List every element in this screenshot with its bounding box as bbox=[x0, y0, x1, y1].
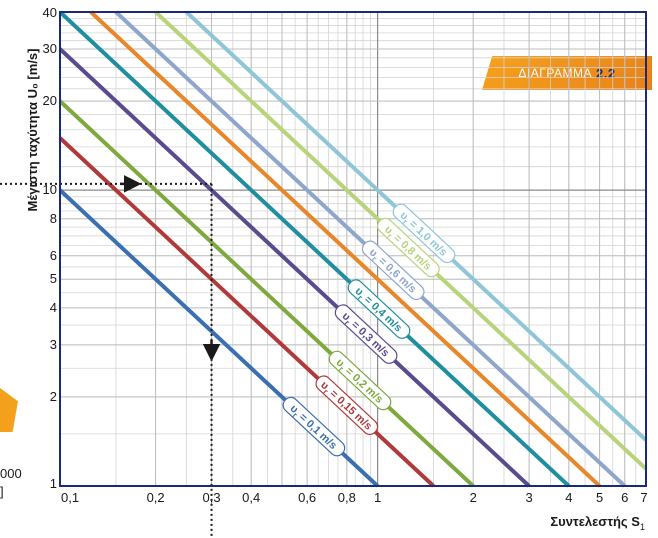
series-label-sub: r bbox=[385, 232, 393, 241]
series-label-pill bbox=[361, 240, 425, 301]
x-tick-label: 0,6 bbox=[298, 490, 316, 505]
y-tick-label: 4 bbox=[50, 300, 57, 315]
left-fragment-1: 000 bbox=[0, 466, 22, 481]
series-label-pill bbox=[328, 350, 392, 411]
series-line-5 bbox=[89, 10, 601, 488]
y-tick-label: 5 bbox=[50, 271, 57, 286]
annotation-layer bbox=[0, 175, 221, 538]
series-label-value: = 0,1 m/s bbox=[294, 409, 339, 452]
y-tick-label: 2 bbox=[50, 389, 57, 404]
series-label-sub: r bbox=[337, 365, 345, 374]
series-label-pill bbox=[315, 375, 379, 435]
series-label-sub: r bbox=[401, 218, 409, 227]
series-label-pill bbox=[377, 217, 440, 278]
x-tick-label: 1 bbox=[374, 490, 381, 505]
x-tick-label: 0,3 bbox=[202, 490, 220, 505]
series-label-sub: r bbox=[370, 254, 378, 263]
y-axis-title: Μέγιστη ταχύτητα U₀ [m/s] bbox=[25, 49, 40, 212]
series-label-pill bbox=[392, 203, 456, 264]
series-label-sub: r bbox=[356, 293, 364, 302]
y-tick-label: 8 bbox=[50, 211, 57, 226]
series-line-3 bbox=[58, 47, 531, 488]
y-tick-label: 3 bbox=[50, 337, 57, 352]
left-fragment-2: ] bbox=[0, 484, 4, 499]
badge-number: 2.2 bbox=[596, 65, 616, 81]
y-tick-label: 20 bbox=[43, 93, 57, 108]
x-axis-title: Συντελεστής S1 bbox=[550, 514, 645, 532]
x-axis-title-main: Συντελεστής S bbox=[550, 514, 640, 529]
badge-text: ΔΙΑΓΡΑΜΜΑ bbox=[518, 66, 592, 80]
x-tick-label: 0,1 bbox=[61, 490, 79, 505]
x-tick-label: 5 bbox=[596, 490, 603, 505]
x-tick-label: 3 bbox=[526, 490, 533, 505]
y-tick-label: 10 bbox=[43, 182, 57, 197]
y-tick-label: 6 bbox=[50, 248, 57, 263]
x-tick-label: 0,4 bbox=[242, 490, 260, 505]
plot-frame bbox=[59, 11, 647, 487]
series-line-4 bbox=[58, 10, 571, 488]
x-tick-label: 7 bbox=[640, 490, 647, 505]
x-tick-labels: 0,1 0,2 0,3 0,4 0,6 0,8 1 2 3 4 5 6 7 bbox=[61, 490, 648, 505]
series-label-sub: r bbox=[343, 318, 351, 327]
x-tick-label: 0,8 bbox=[338, 490, 356, 505]
y-tick-label: 30 bbox=[43, 41, 57, 56]
diagram-badge: ΔΙΑΓΡΑΜΜΑ 2.2 bbox=[482, 56, 652, 90]
series-label-sub: r bbox=[321, 387, 329, 396]
left-ribbon-decoration bbox=[0, 388, 18, 432]
series-label-pill bbox=[334, 304, 398, 364]
series-label-sub: r bbox=[291, 411, 299, 420]
series-label-pill bbox=[282, 396, 346, 457]
y-tick-label: 40 bbox=[43, 5, 57, 20]
x-axis-title-sub: 1 bbox=[640, 522, 645, 532]
x-tick-label: 0,2 bbox=[147, 490, 165, 505]
y-tick-labels: 1 2 3 4 5 6 8 10 20 30 40 bbox=[43, 5, 57, 491]
series-label-text: υr = 0,1 m/s bbox=[286, 403, 339, 454]
series-line-2 bbox=[58, 99, 475, 488]
series-label-pill bbox=[347, 279, 411, 339]
x-tick-label: 2 bbox=[470, 490, 477, 505]
x-tick-label: 4 bbox=[565, 490, 572, 505]
x-tick-label: 6 bbox=[621, 490, 628, 505]
y-tick-label: 1 bbox=[50, 476, 57, 491]
